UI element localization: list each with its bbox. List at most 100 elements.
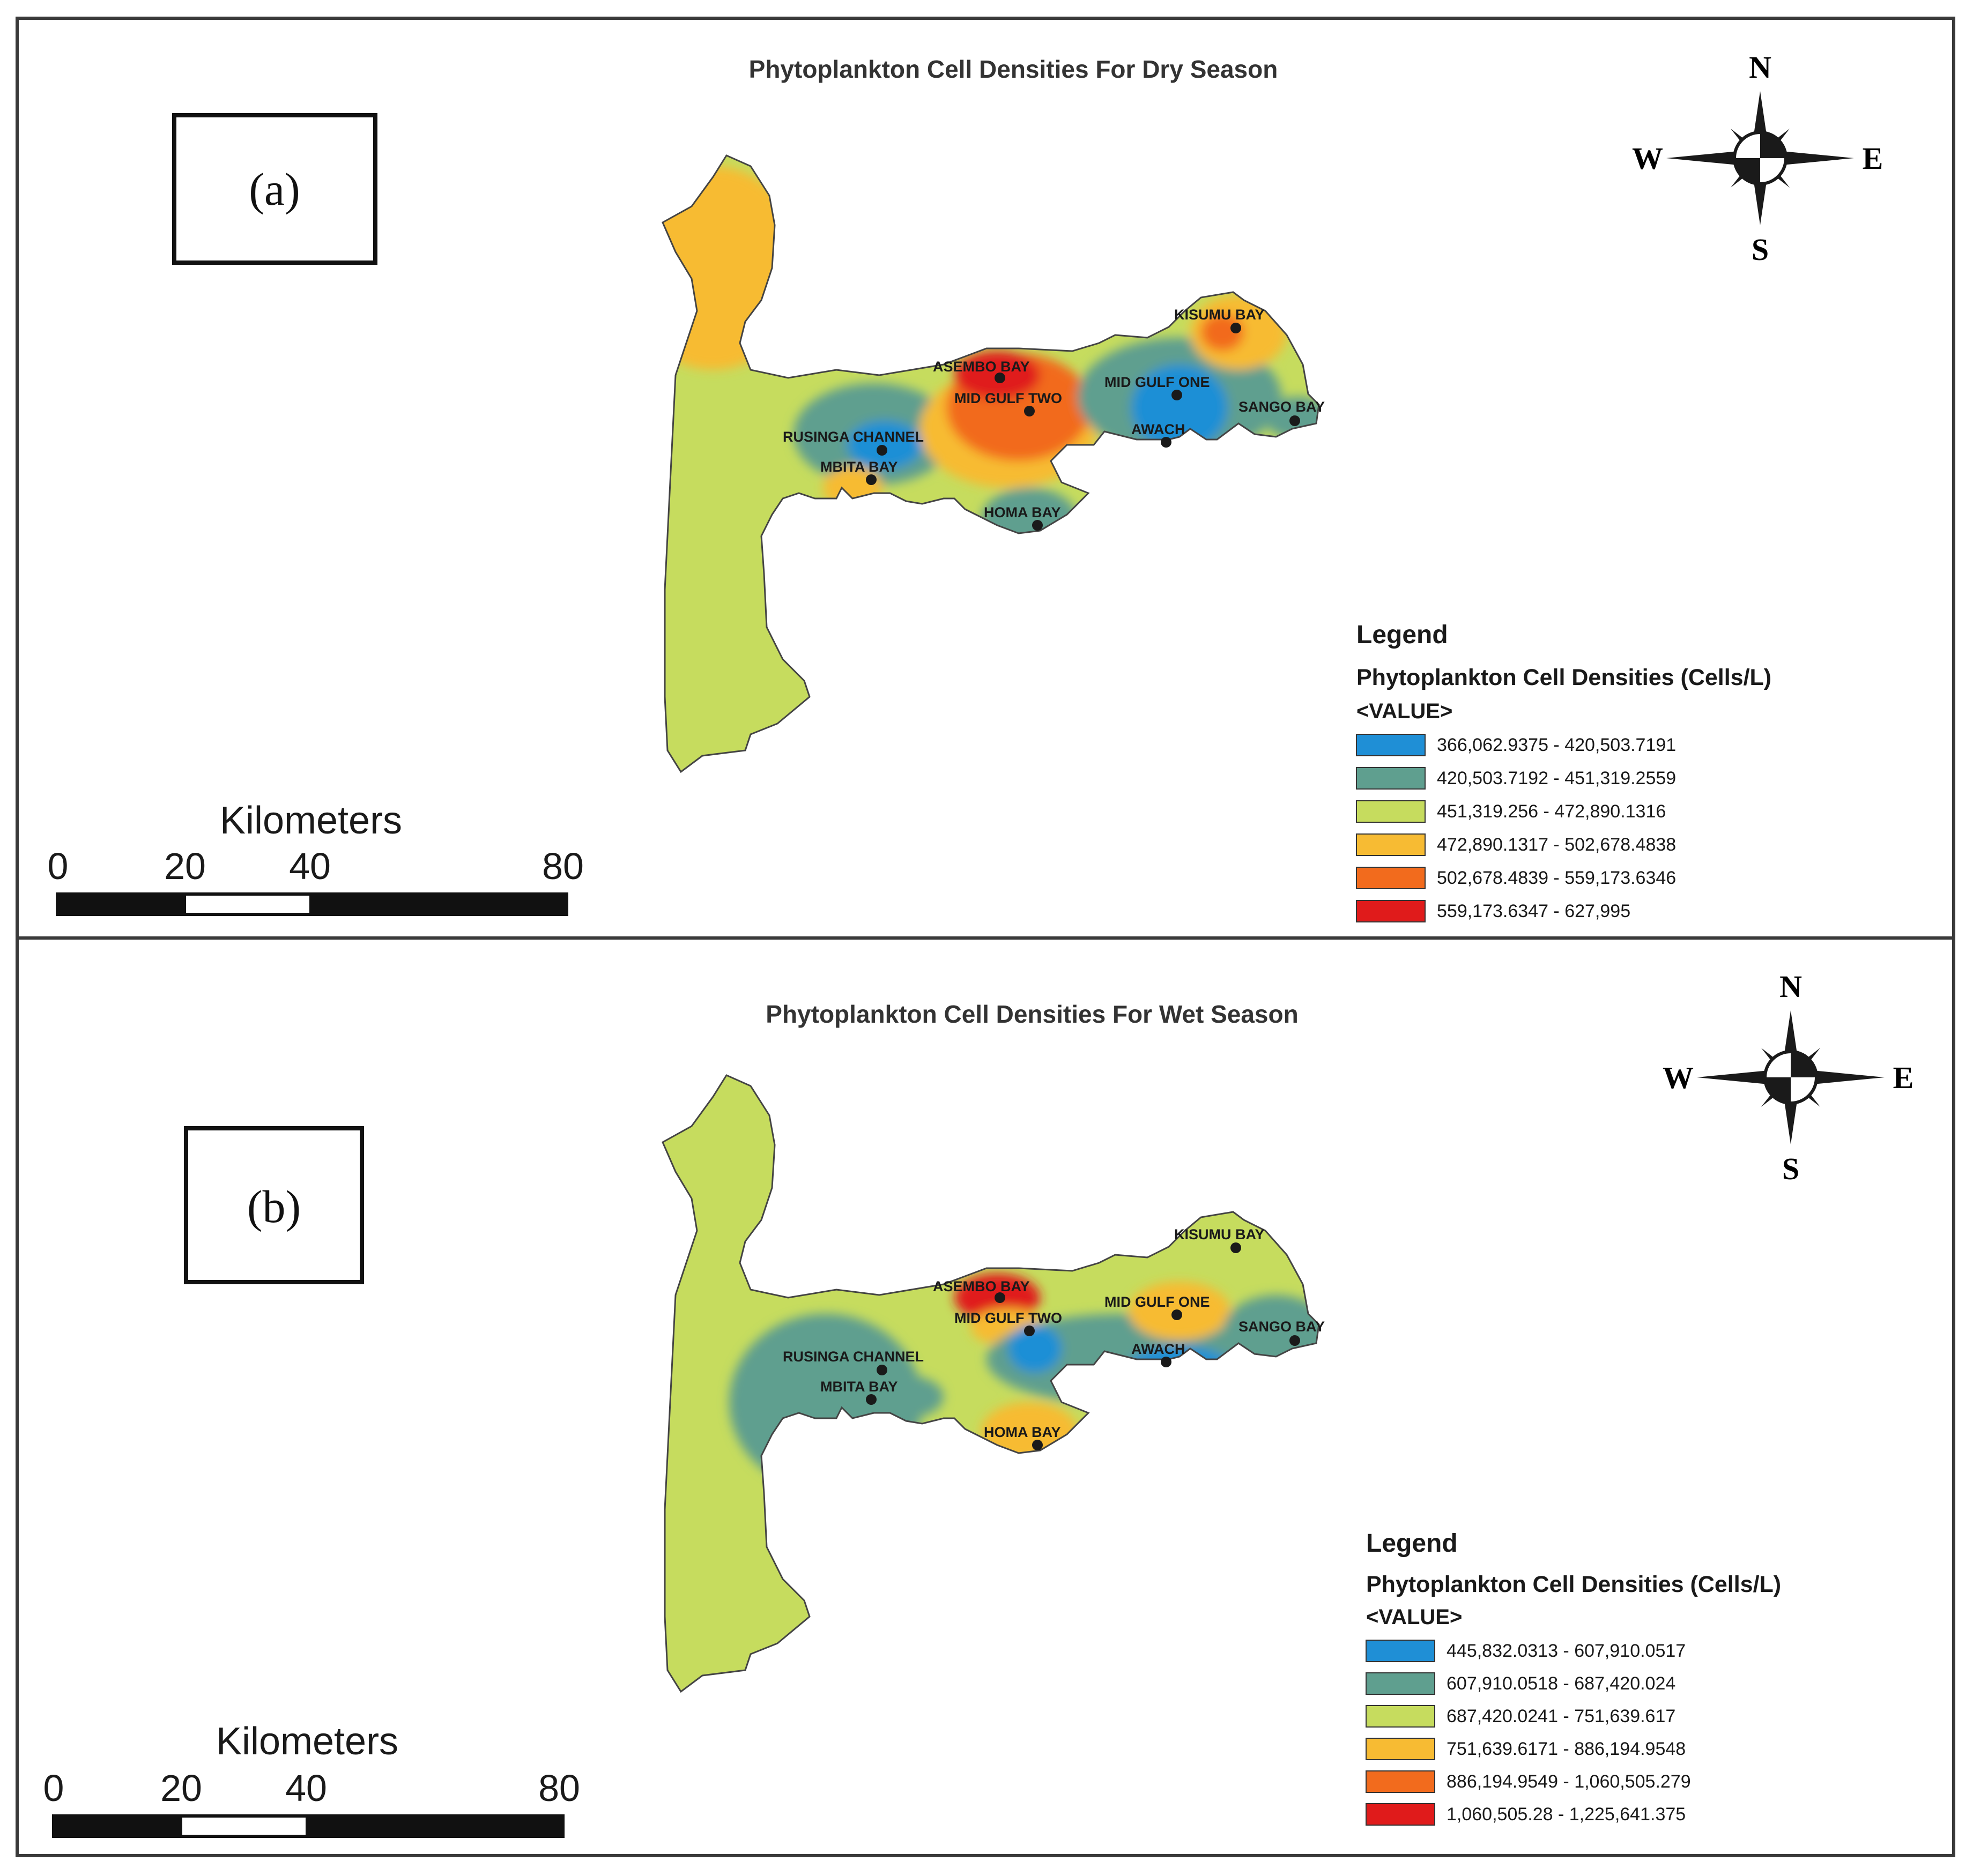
compass-n: N	[1779, 969, 1802, 1004]
station-marker	[1161, 437, 1171, 448]
station-marker	[995, 373, 1005, 383]
scale-tick-label: 40	[289, 845, 331, 887]
station-label: ASEMBO BAY	[933, 359, 1030, 375]
scale-tick-label: 80	[542, 845, 584, 887]
station-marker	[1171, 390, 1182, 400]
panel-frame	[16, 936, 1955, 1857]
station-label: AWACH	[1131, 421, 1185, 437]
legend: Legend Phytoplankton Cell Densities (Cel…	[1366, 1529, 1781, 1826]
legend-title: Legend	[1356, 621, 1448, 649]
compass-n: N	[1749, 50, 1771, 85]
legend-field: Phytoplankton Cell Densities (Cells/L)	[1356, 665, 1771, 690]
compass-w: W	[1632, 141, 1663, 176]
legend-swatch	[1356, 867, 1426, 889]
density-zone	[663, 166, 804, 370]
legend-class-label: 472,890.1317 - 502,678.4838	[1437, 835, 1676, 855]
legend-class-label: 559,173.6347 - 627,995	[1437, 901, 1630, 921]
station-label: MID GULF ONE	[1104, 374, 1210, 390]
station-layer: KISUMU BAY ASEMBO BAY MID GULF ONE MID G…	[783, 1226, 1325, 1450]
scale-unit-label: Kilometers	[216, 1720, 398, 1763]
legend-swatch	[1356, 800, 1426, 823]
legend-value-label: <VALUE>	[1366, 1605, 1462, 1629]
scale-tick-label: 20	[164, 845, 206, 887]
station-marker	[877, 1365, 887, 1375]
legend-swatch	[1366, 1738, 1435, 1760]
legend-swatch	[1366, 1640, 1435, 1662]
station-marker	[1289, 1335, 1300, 1346]
legend-swatch	[1356, 900, 1426, 922]
scale-tick-label: 0	[48, 845, 69, 887]
panel-label-box	[184, 1126, 364, 1284]
density-zone	[847, 421, 922, 469]
legend-swatch	[1366, 1803, 1435, 1826]
density-zone	[1201, 314, 1244, 351]
legend-swatch	[1366, 1672, 1435, 1695]
station-label: MBITA BAY	[820, 459, 898, 475]
scale-tick-label: 0	[43, 1767, 64, 1809]
north-arrow: N S W E	[1663, 969, 1913, 1186]
scale-bar: Kilometers 0 20 40 80	[43, 1720, 580, 1838]
station-marker	[1024, 1326, 1035, 1336]
legend-swatch	[1356, 767, 1426, 790]
station-marker	[1230, 1242, 1241, 1253]
legend-class-label: 687,420.0241 - 751,639.617	[1447, 1706, 1675, 1726]
station-marker	[1171, 1309, 1182, 1320]
legend-value-label: <VALUE>	[1356, 699, 1452, 723]
lake-map	[662, 154, 1320, 773]
legend-class-label: 445,832.0313 - 607,910.0517	[1447, 1641, 1686, 1661]
legend-swatch	[1366, 1705, 1435, 1728]
map-title: Phytoplankton Cell Densities For Dry Sea…	[749, 55, 1278, 83]
map-title: Phytoplankton Cell Densities For Wet Sea…	[766, 1000, 1298, 1028]
legend-swatch	[1366, 1770, 1435, 1793]
legend-class-label: 886,194.9549 - 1,060,505.279	[1447, 1771, 1691, 1792]
station-label: SANGO BAY	[1238, 1319, 1325, 1335]
legend-class-label: 1,060,505.28 - 1,225,641.375	[1447, 1804, 1686, 1825]
station-label: MID GULF TWO	[954, 1310, 1062, 1326]
station-label: KISUMU BAY	[1174, 307, 1265, 323]
lake-map	[662, 1074, 1320, 1693]
station-layer: KISUMU BAY ASEMBO BAY MID GULF ONE MID G…	[783, 307, 1325, 531]
legend-class-label: 366,062.9375 - 420,503.7191	[1437, 735, 1676, 755]
north-arrow: N S W E	[1632, 50, 1883, 267]
legend-class-label: 607,910.0518 - 687,420.024	[1447, 1673, 1675, 1694]
legend-title: Legend	[1366, 1529, 1458, 1558]
legend-field: Phytoplankton Cell Densities (Cells/L)	[1366, 1572, 1781, 1597]
compass-e: E	[1893, 1060, 1914, 1095]
station-marker	[1032, 1440, 1043, 1450]
legend-class-label: 451,319.256 - 472,890.1316	[1437, 801, 1666, 822]
panel-wet-season: (b) Phytoplankton Cell Densities For Wet…	[16, 936, 1955, 1857]
density-zone	[1131, 364, 1228, 450]
station-marker	[1032, 520, 1043, 531]
panel-label: (a)	[249, 163, 300, 215]
legend-swatch	[1356, 833, 1426, 856]
scale-tick-label: 20	[160, 1767, 202, 1809]
panel-label: (b)	[247, 1181, 301, 1232]
station-label: KISUMU BAY	[1174, 1226, 1265, 1242]
station-label: RUSINGA CHANNEL	[783, 429, 924, 445]
density-zone	[1008, 1324, 1062, 1373]
station-label: SANGO BAY	[1238, 399, 1325, 415]
station-marker	[1024, 406, 1035, 416]
density-zone	[869, 1375, 944, 1418]
scale-tick-label: 80	[538, 1767, 580, 1809]
station-label: HOMA BAY	[984, 1424, 1061, 1440]
station-marker	[995, 1292, 1005, 1303]
station-marker	[877, 445, 887, 456]
legend: Legend Phytoplankton Cell Densities (Cel…	[1356, 621, 1771, 922]
compass-s: S	[1782, 1151, 1799, 1186]
station-marker	[1289, 415, 1300, 426]
legend-class-label: 502,678.4839 - 559,173.6346	[1437, 868, 1676, 888]
compass-e: E	[1863, 141, 1883, 176]
legend-swatch	[1356, 734, 1426, 756]
station-marker	[866, 474, 877, 485]
station-marker	[866, 1394, 877, 1405]
station-label: MID GULF TWO	[954, 390, 1062, 406]
compass-s: S	[1752, 232, 1769, 267]
station-label: MID GULF ONE	[1104, 1294, 1210, 1310]
compass-w: W	[1663, 1060, 1694, 1095]
station-label: ASEMBO BAY	[933, 1278, 1030, 1294]
panel-label-box	[172, 113, 377, 265]
legend-class-label: 420,503.7192 - 451,319.2559	[1437, 768, 1676, 788]
scale-unit-label: Kilometers	[220, 799, 402, 842]
station-label: RUSINGA CHANNEL	[783, 1349, 924, 1365]
